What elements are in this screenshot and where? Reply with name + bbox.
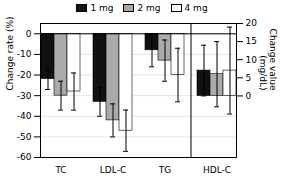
svg-text:HDL-C: HDL-C [203,165,231,175]
svg-text:Change value(mg/dL): Change value(mg/dL) [258,29,278,91]
svg-text:-50: -50 [17,132,32,142]
svg-text:-10: -10 [17,49,32,59]
svg-text:0: 0 [26,29,32,39]
svg-text:0: 0 [246,91,252,101]
html-text:4 mg: 4 mg [184,2,208,13]
html-text:1 mg: 1 mg [90,2,114,13]
svg-text:20: 20 [246,18,258,28]
svg-text:-40: -40 [17,111,32,121]
svg-text:Change rate (%): Change rate (%) [5,16,15,90]
svg-text:-30: -30 [17,91,32,101]
svg-text:-60: -60 [17,152,32,162]
svg-text:TG: TG [158,165,171,175]
svg-text:5: 5 [246,73,252,83]
svg-text:10: 10 [246,55,258,65]
svg-text:LDL-C: LDL-C [100,165,126,175]
html-text:2 mg: 2 mg [137,2,161,13]
svg-text:TC: TC [54,165,66,175]
svg-text:-20: -20 [17,70,32,80]
svg-text:15: 15 [246,36,257,46]
